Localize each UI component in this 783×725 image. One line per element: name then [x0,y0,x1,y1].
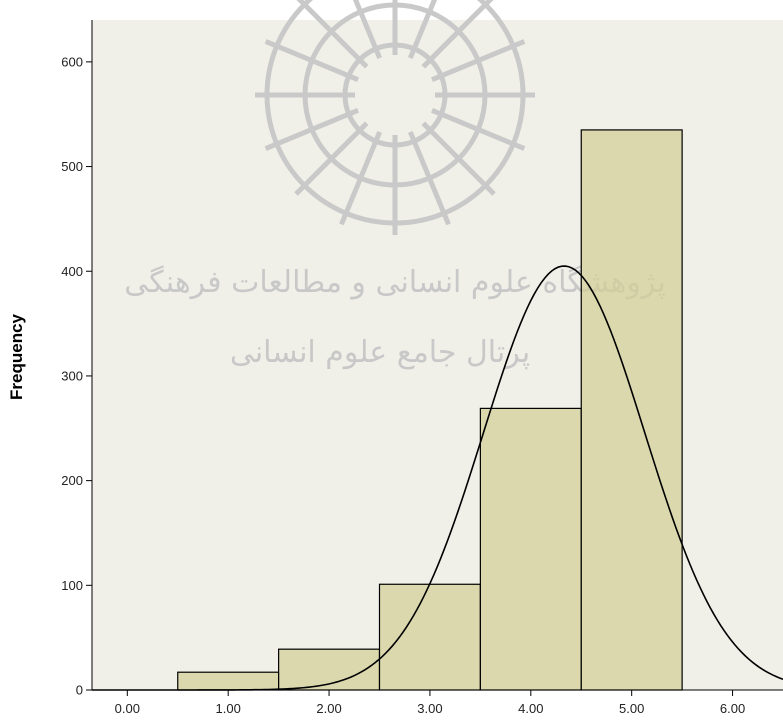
y-tick-label: 600 [61,54,83,69]
y-tick-label: 200 [61,473,83,488]
y-tick-label: 300 [61,368,83,383]
histogram-bar-1 [177,671,280,691]
x-tick-label: 3.00 [417,701,442,716]
watermark-ring [302,2,488,188]
histogram-bar-4 [479,407,582,691]
x-axis-ticks: 0.00 1.00 2.00 3.00 4.00 5.00 6.00 [115,690,745,716]
watermark-logo [255,0,535,235]
x-tick-label: 6.00 [720,701,745,716]
bars-group [177,129,683,691]
watermark-line-2: پرتال جامع علوم انسانی [230,335,530,370]
y-tick-label: 0 [76,683,83,698]
y-tick-label: 500 [61,159,83,174]
x-tick-label: 5.00 [619,701,644,716]
histogram-bar-3 [378,583,481,691]
watermark-ring [342,42,448,148]
y-axis-title: Frequency [7,313,26,400]
y-tick-label: 100 [61,578,83,593]
x-tick-label: 2.00 [316,701,341,716]
watermark-ring [264,0,526,226]
x-tick-label: 0.00 [115,701,140,716]
x-tick-label: 1.00 [216,701,241,716]
y-tick-label: 400 [61,264,83,279]
histogram-bar-5 [580,129,683,691]
y-axis-ticks: 0 100 200 300 400 500 600 [61,54,92,698]
x-tick-label: 4.00 [518,701,543,716]
